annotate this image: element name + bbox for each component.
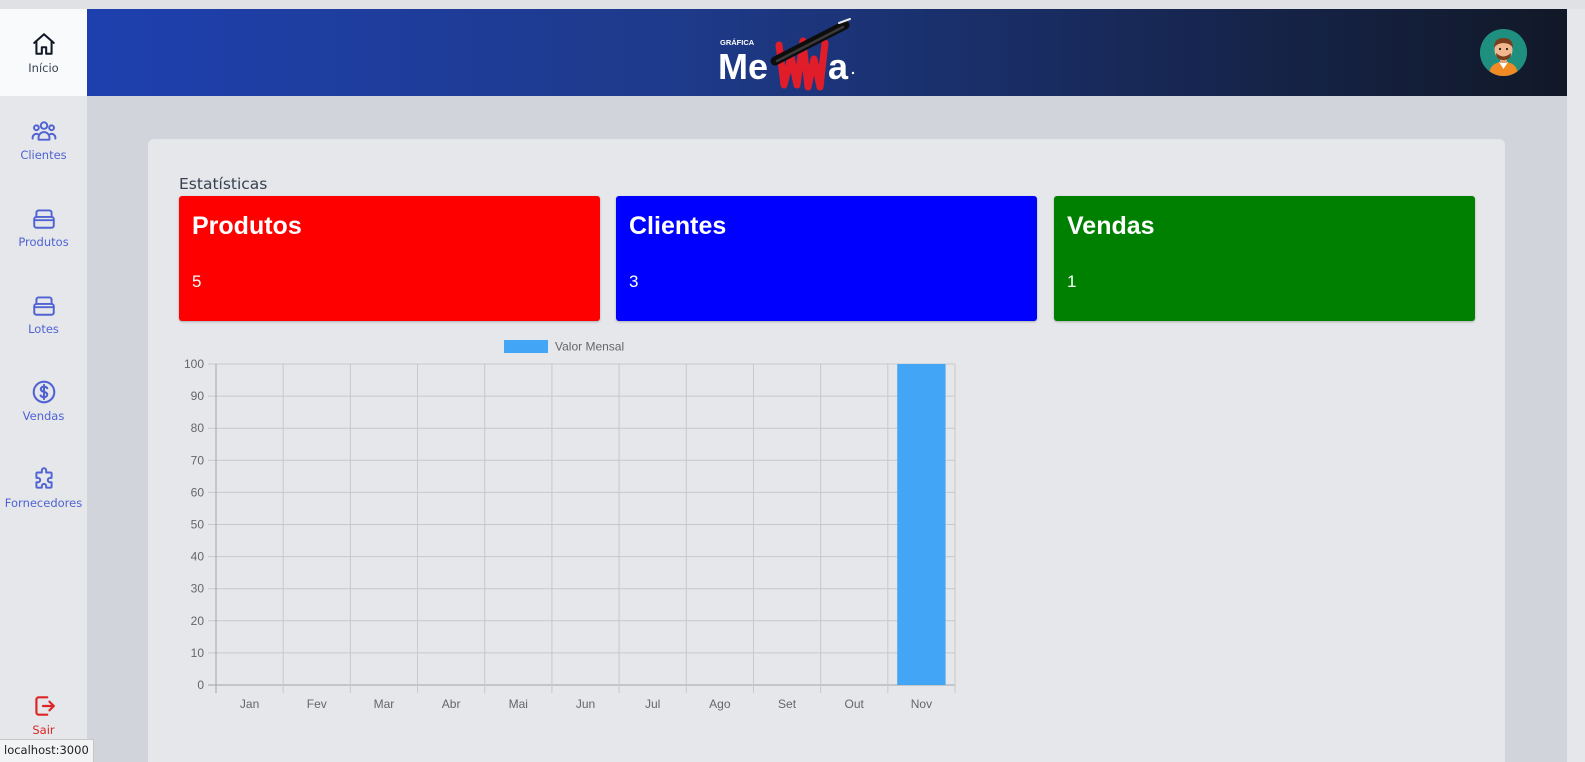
logo-left-text: Me xyxy=(718,46,768,87)
dollar-icon xyxy=(32,380,55,403)
x-tick-label: Fev xyxy=(307,697,327,711)
stat-value: 5 xyxy=(192,272,202,291)
sidebar-item-label: Clientes xyxy=(20,147,67,162)
users-icon xyxy=(31,120,56,141)
status-url: localhost:3000 xyxy=(0,739,94,762)
legend-label: Valor Mensal xyxy=(555,340,624,354)
header: GRÁFICA Me a xyxy=(87,9,1567,96)
sidebar-item-vendas[interactable]: Vendas xyxy=(0,357,87,444)
logout-label: Sair xyxy=(32,723,55,737)
sidebar-item-produtos[interactable]: Produtos xyxy=(0,183,87,270)
user-avatar[interactable] xyxy=(1480,29,1527,76)
monthly-value-chart: 0 10 20 30 40 50 60 70 80 90 100 Jan Fev Mar Abr Mai Jun… xyxy=(184,340,956,711)
page-right-edge xyxy=(1567,9,1585,762)
sidebar: Início Clientes Produtos Lotes Vendas Fo… xyxy=(0,9,87,762)
sidebar-item-label: Produtos xyxy=(18,234,69,249)
y-tick-label: 30 xyxy=(191,582,205,596)
stat-title: Vendas xyxy=(1067,212,1155,240)
dashboard-card: Estatísticas Produtos 5 Clientes 3 Venda… xyxy=(148,139,1505,762)
x-tick-label: Mai xyxy=(509,697,528,711)
x-tick-label: Nov xyxy=(911,697,932,711)
y-tick-label: 100 xyxy=(184,357,204,371)
browser-top-strip xyxy=(0,0,1585,9)
y-tick-label: 20 xyxy=(191,614,205,628)
puzzle-icon xyxy=(34,466,53,489)
y-tick-label: 10 xyxy=(191,646,205,660)
sidebar-item-label: Início xyxy=(28,60,59,75)
logout-button[interactable]: Sair xyxy=(0,675,87,755)
y-tick-label: 0 xyxy=(197,678,204,692)
sidebar-item-fornecedores[interactable]: Fornecedores xyxy=(0,444,87,531)
sidebar-item-label: Vendas xyxy=(22,408,65,423)
x-tick-label: Ago xyxy=(709,697,731,711)
sidebar-item-label: Lotes xyxy=(28,321,59,336)
bar-nov xyxy=(897,364,946,685)
legend-swatch xyxy=(504,340,548,353)
x-tick-label: Jul xyxy=(645,697,660,711)
x-tick-label: Set xyxy=(778,697,797,711)
grafica-mella-logo[interactable]: GRÁFICA Me a xyxy=(717,15,862,93)
logout-icon xyxy=(34,696,55,716)
y-tick-label: 70 xyxy=(191,453,205,467)
stat-title: Clientes xyxy=(629,212,727,240)
stat-value: 1 xyxy=(1067,272,1077,291)
page-title: Estatísticas xyxy=(179,175,268,193)
x-tick-label: Abr xyxy=(442,697,461,711)
y-tick-label: 80 xyxy=(191,421,205,435)
sidebar-item-inicio[interactable]: Início xyxy=(0,9,87,96)
y-tick-label: 90 xyxy=(191,389,205,403)
stat-card-clientes: Clientes 3 xyxy=(616,196,1037,321)
logo-small-text: GRÁFICA xyxy=(720,38,755,47)
x-tick-label: Out xyxy=(845,697,865,711)
x-tick-label: Mar xyxy=(374,697,395,711)
home-icon xyxy=(32,32,55,55)
y-tick-label: 40 xyxy=(191,550,205,564)
stat-card-produtos: Produtos 5 xyxy=(179,196,600,321)
avatar-icon xyxy=(1480,29,1527,76)
x-tick-label: Jan xyxy=(240,697,259,711)
stat-value: 3 xyxy=(629,272,639,291)
sidebar-item-label: Fornecedores xyxy=(4,495,83,510)
x-tick-label: Jun xyxy=(576,697,595,711)
box-icon xyxy=(32,295,55,316)
sidebar-item-clientes[interactable]: Clientes xyxy=(0,96,87,183)
box-icon xyxy=(32,208,55,229)
y-tick-label: 60 xyxy=(191,485,205,499)
stat-card-vendas: Vendas 1 xyxy=(1054,196,1475,321)
stat-title: Produtos xyxy=(192,212,302,240)
y-tick-label: 50 xyxy=(191,518,205,532)
sidebar-item-lotes[interactable]: Lotes xyxy=(0,270,87,357)
logo-right-text: a xyxy=(828,46,849,87)
